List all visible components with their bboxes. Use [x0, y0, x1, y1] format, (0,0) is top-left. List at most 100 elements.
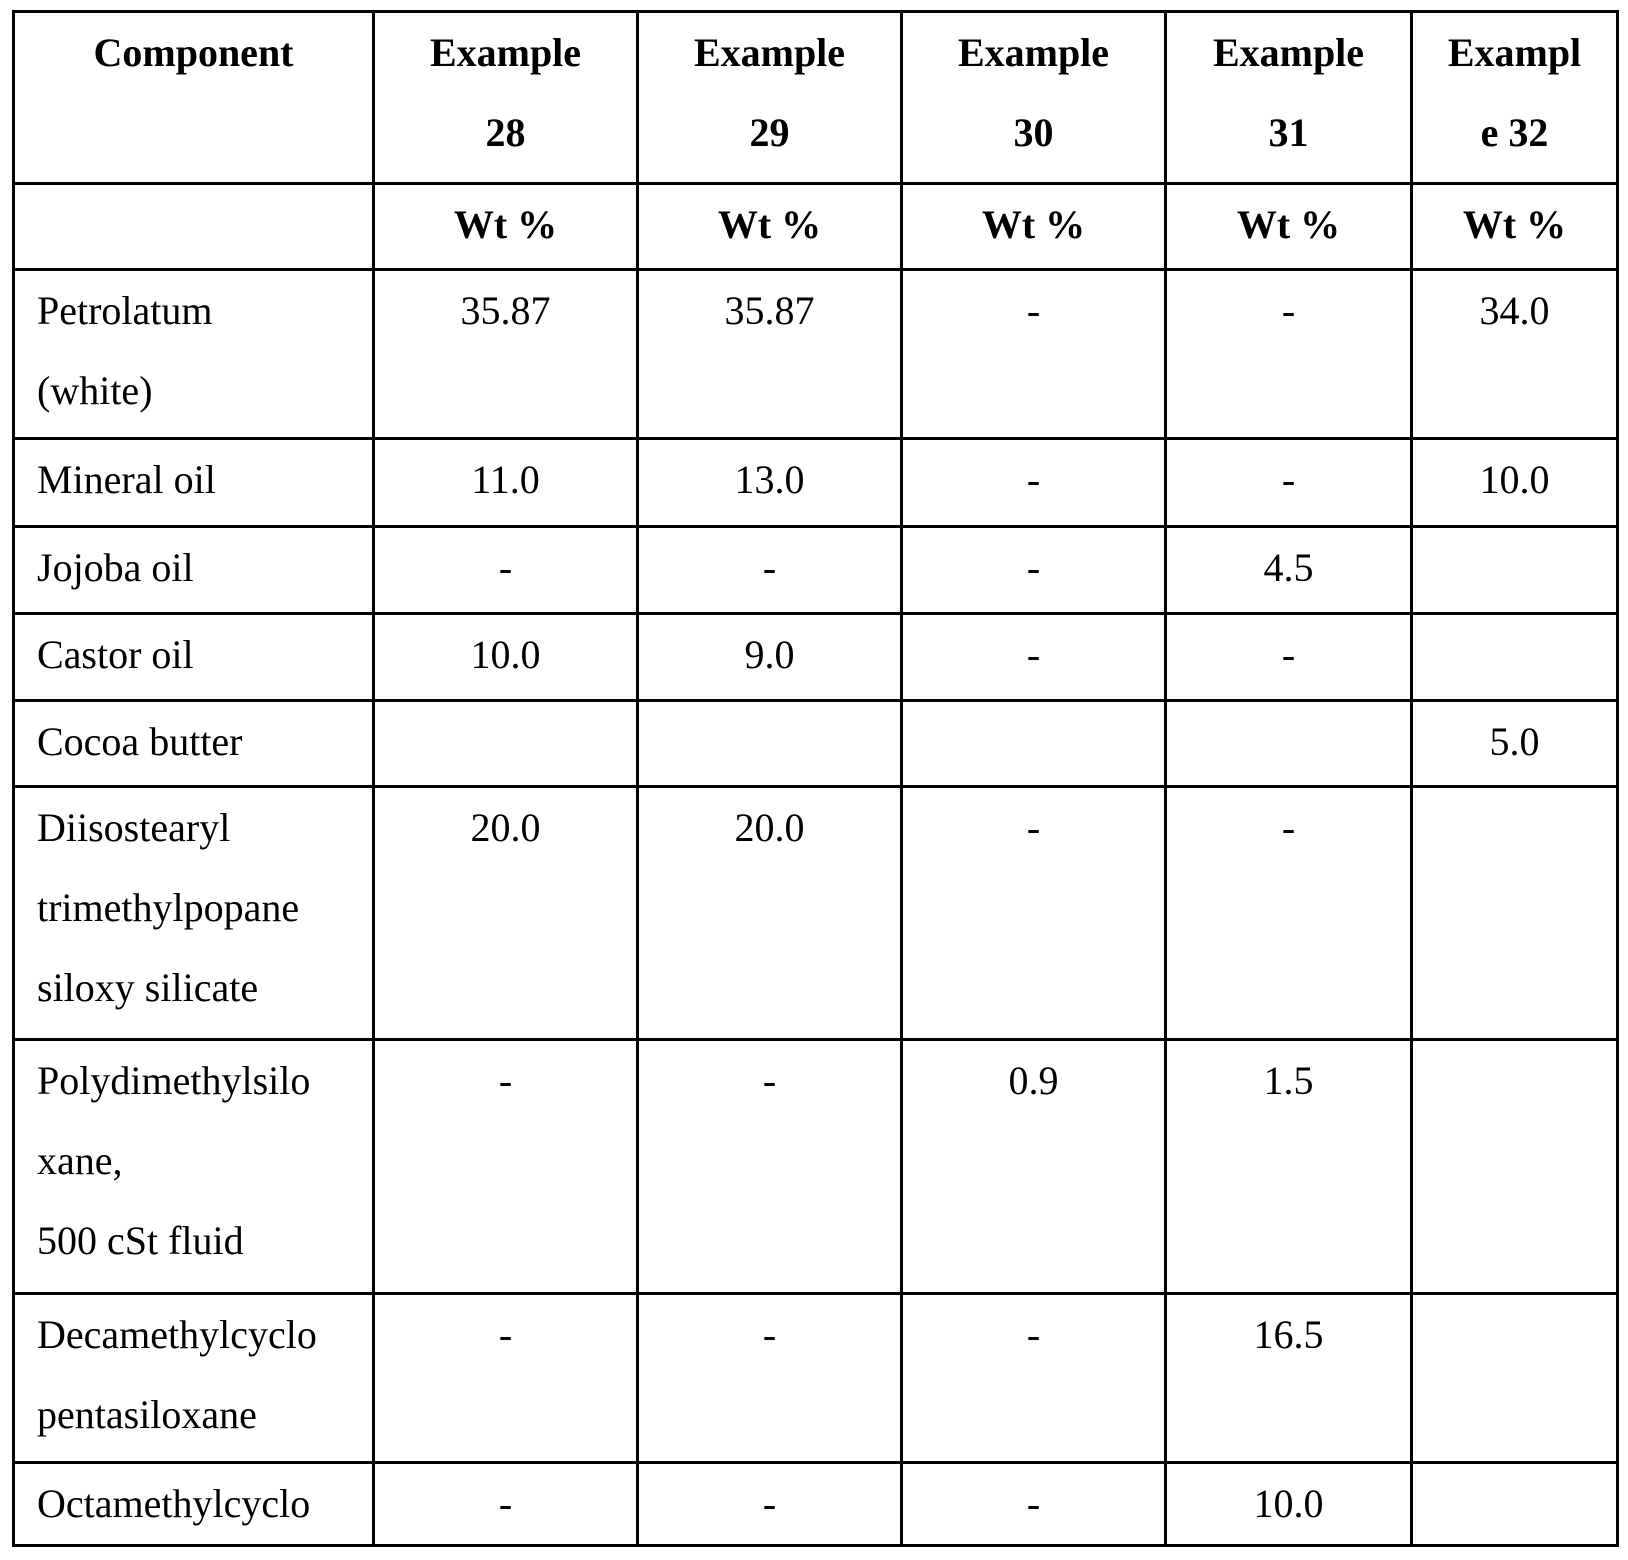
component-cell: Polydimethylsiloxane,500 cSt fluid [14, 1040, 374, 1294]
header-cell: Example 32 [1412, 12, 1618, 184]
unit-cell: Wt % [1166, 184, 1412, 270]
cell-line: - [903, 1295, 1164, 1375]
unit-cell: Wt % [1412, 184, 1618, 270]
cell-line: Wt % [1413, 185, 1616, 265]
units-row: Wt %Wt %Wt %Wt %Wt % [14, 184, 1618, 270]
cell-line: Cocoa butter [37, 702, 372, 782]
cell-line: Castor oil [37, 615, 372, 695]
value-cell: 35.87 [374, 270, 638, 439]
header-cell: Example29 [638, 12, 902, 184]
component-cell: Petrolatum(white) [14, 270, 374, 439]
cell-line: Octamethylcyclo [37, 1464, 372, 1544]
value-cell: - [1166, 614, 1412, 701]
cell-line: - [903, 788, 1164, 868]
cell-line: pentasiloxane [37, 1375, 372, 1455]
cell-line: 0.9 [903, 1041, 1164, 1121]
value-cell: 11.0 [374, 439, 638, 527]
cell-line: 500 cSt fluid [37, 1201, 372, 1281]
cell-line: 4.5 [1167, 528, 1410, 608]
value-cell: 10.0 [1166, 1463, 1412, 1546]
cell-line: 11.0 [375, 440, 636, 520]
cell-line: Example [375, 13, 636, 93]
cell-line: - [903, 615, 1164, 695]
value-cell: - [638, 1294, 902, 1463]
value-cell: - [1166, 439, 1412, 527]
value-cell: 13.0 [638, 439, 902, 527]
empty-cell [14, 184, 374, 270]
cell-line: Petrolatum [37, 271, 372, 351]
value-cell: - [638, 1040, 902, 1294]
value-cell: - [902, 1463, 1166, 1546]
value-cell: - [902, 787, 1166, 1040]
value-cell: - [374, 527, 638, 614]
value-cell: - [1166, 270, 1412, 439]
cell-line: - [1167, 788, 1410, 868]
cell-line: - [639, 528, 900, 608]
cell-line: 30 [903, 93, 1164, 173]
data-row: Diisostearyltrimethylpopanesiloxy silica… [14, 787, 1618, 1040]
cell-line: xane, [37, 1121, 372, 1201]
value-cell: - [902, 527, 1166, 614]
composition-table: ComponentExample28Example29Example30Exam… [12, 10, 1619, 1547]
value-cell: - [902, 614, 1166, 701]
value-cell: 5.0 [1412, 701, 1618, 787]
value-cell [1412, 1463, 1618, 1546]
cell-line: - [375, 1041, 636, 1121]
cell-line: Wt % [639, 185, 900, 265]
cell-line: 5.0 [1413, 702, 1616, 782]
unit-cell: Wt % [374, 184, 638, 270]
component-cell: Mineral oil [14, 439, 374, 527]
cell-line: 31 [1167, 93, 1410, 173]
cell-line: e 32 [1413, 93, 1616, 173]
value-cell: 0.9 [902, 1040, 1166, 1294]
cell-line: - [375, 528, 636, 608]
cell-line: 35.87 [375, 271, 636, 351]
cell-line: 10.0 [375, 615, 636, 695]
value-cell [1412, 1040, 1618, 1294]
value-cell: 9.0 [638, 614, 902, 701]
cell-line: Exampl [1413, 13, 1616, 93]
cell-line: - [639, 1295, 900, 1375]
cell-line: - [639, 1464, 900, 1544]
cell-line: 20.0 [639, 788, 900, 868]
value-cell: 20.0 [638, 787, 902, 1040]
value-cell: - [638, 1463, 902, 1546]
data-row: Jojoba oil---4.5 [14, 527, 1618, 614]
value-cell: 35.87 [638, 270, 902, 439]
cell-line: - [375, 1464, 636, 1544]
value-cell: - [1166, 787, 1412, 1040]
data-row: Polydimethylsiloxane,500 cSt fluid--0.91… [14, 1040, 1618, 1294]
cell-line: Wt % [375, 185, 636, 265]
cell-line: 34.0 [1413, 271, 1616, 351]
header-row: ComponentExample28Example29Example30Exam… [14, 12, 1618, 184]
cell-line: Wt % [1167, 185, 1410, 265]
header-cell: Example31 [1166, 12, 1412, 184]
value-cell: - [374, 1294, 638, 1463]
value-cell: 4.5 [1166, 527, 1412, 614]
unit-cell: Wt % [638, 184, 902, 270]
value-cell: - [902, 1294, 1166, 1463]
value-cell [1412, 787, 1618, 1040]
cell-line: 16.5 [1167, 1295, 1410, 1375]
value-cell: - [638, 527, 902, 614]
component-cell: Jojoba oil [14, 527, 374, 614]
cell-line: - [639, 1041, 900, 1121]
cell-line: Decamethylcyclo [37, 1295, 372, 1375]
header-cell: Component [14, 12, 374, 184]
cell-line: - [903, 440, 1164, 520]
data-row: Petrolatum(white)35.8735.87--34.0 [14, 270, 1618, 439]
value-cell: 20.0 [374, 787, 638, 1040]
cell-line: Wt % [903, 185, 1164, 265]
cell-line: 10.0 [1413, 440, 1616, 520]
cell-line: 1.5 [1167, 1041, 1410, 1121]
cell-line: Mineral oil [37, 440, 372, 520]
cell-line: Example [903, 13, 1164, 93]
value-cell: 34.0 [1412, 270, 1618, 439]
data-row: Octamethylcyclo---10.0 [14, 1463, 1618, 1546]
cell-line: 9.0 [639, 615, 900, 695]
cell-line: 10.0 [1167, 1464, 1410, 1544]
value-cell: 10.0 [1412, 439, 1618, 527]
table-body: ComponentExample28Example29Example30Exam… [14, 12, 1618, 1546]
value-cell: 1.5 [1166, 1040, 1412, 1294]
